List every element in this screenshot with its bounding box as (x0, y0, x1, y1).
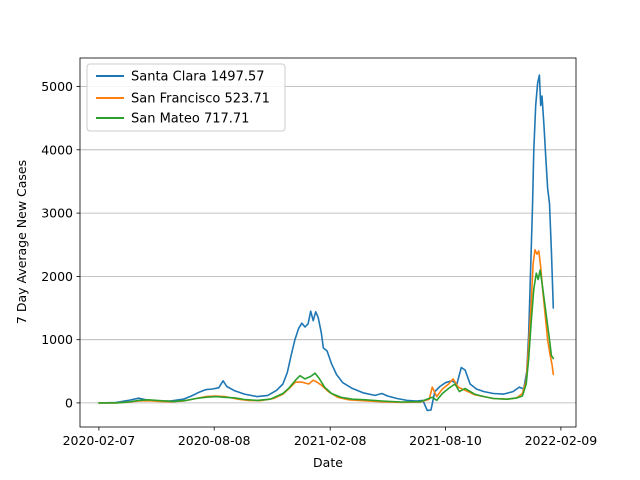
series-layer (98, 74, 555, 412)
x-tick-label: 2022-02-09 (525, 433, 598, 448)
series-line-san-mateo (98, 269, 555, 404)
legend-box (86, 63, 286, 132)
x-axis-ticks: 2020-02-07 2020-08-08 2021-02-08 2021-08-10… (63, 427, 598, 448)
series-line-santa-clara (98, 74, 555, 412)
y-tick-label: 4000 (41, 142, 73, 157)
y-tick-label: 1000 (41, 332, 73, 347)
legend-label-santa-clara: Santa Clara 1497.57 (131, 70, 265, 85)
legend: Santa Clara 1497.57 San Francisco 523.71… (86, 63, 286, 132)
x-tick-label: 2021-02-08 (294, 433, 367, 448)
y-tick-label: 2000 (41, 269, 73, 284)
legend-label-san-mateo: San Mateo 717.71 (131, 112, 249, 127)
x-tick-label: 2020-02-07 (63, 433, 136, 448)
y-tick-label: 3000 (41, 206, 73, 221)
y-axis-label: 7 Day Average New Cases (14, 160, 29, 324)
y-tick-label: 5000 (41, 79, 73, 94)
x-tick-label: 2021-08-10 (409, 433, 482, 448)
legend-label-san-francisco: San Francisco 523.71 (131, 92, 270, 107)
y-tick-label: 0 (65, 395, 73, 410)
x-axis-label: Date (313, 455, 343, 470)
y-axis-ticks: 0 1000 2000 3000 4000 5000 (41, 79, 80, 410)
x-tick-label: 2020-08-08 (178, 433, 251, 448)
plot-frame (79, 57, 577, 428)
